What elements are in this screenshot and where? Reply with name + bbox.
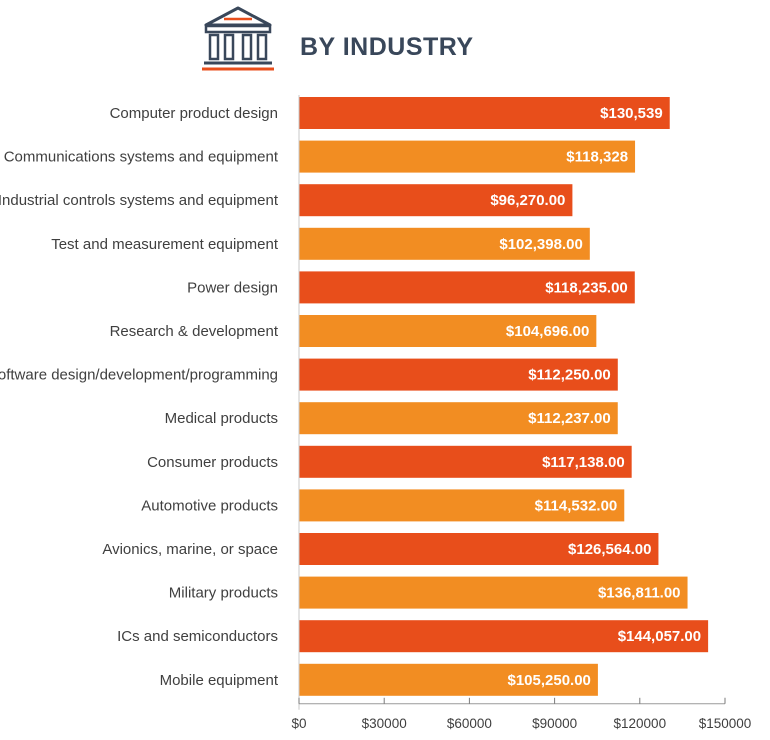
bar: [299, 620, 709, 653]
category-label: Consumer products: [147, 454, 278, 471]
category-label: Automotive products: [141, 497, 278, 514]
courthouse-icon: [202, 6, 274, 71]
category-label: Test and measurement equipment: [51, 236, 279, 253]
bar: [299, 489, 625, 522]
bar: [299, 576, 688, 609]
x-tick-label: $0: [291, 716, 306, 731]
category-label: Power design: [187, 279, 278, 296]
bar: [299, 184, 573, 217]
bar: [299, 533, 659, 565]
bar: [299, 140, 636, 173]
category-label: Avionics, marine, or space: [102, 541, 278, 558]
value-label: $96,270.00: [490, 192, 565, 209]
value-label: $114,532.00: [535, 497, 618, 514]
bar: [299, 271, 635, 304]
bar: [299, 97, 670, 129]
bar: [299, 315, 597, 347]
category-label: Research & development: [110, 323, 279, 340]
x-tick-label: $150000: [699, 716, 752, 731]
bar: [299, 227, 590, 260]
value-label: $117,138.00: [542, 454, 625, 471]
chart-header: BY INDUSTRY: [0, 0, 770, 80]
value-label: $126,564.00: [568, 541, 651, 558]
value-label: $136,811.00: [598, 585, 681, 602]
value-label: $130,539: [600, 105, 663, 122]
value-label: $105,250.00: [507, 672, 590, 689]
value-label: $102,398.00: [499, 236, 582, 253]
value-label: $118,235.00: [545, 279, 628, 296]
value-label: $144,057.00: [618, 628, 701, 645]
category-label: Military products: [169, 585, 278, 602]
category-label: Mobile equipment: [160, 672, 279, 689]
category-label: Communications systems and equipment: [4, 149, 279, 166]
bar: [299, 358, 618, 391]
chart-title: BY INDUSTRY: [300, 33, 474, 61]
value-label: $104,696.00: [506, 323, 589, 340]
bar: [299, 445, 632, 478]
category-label: Software design/development/programming: [0, 367, 278, 384]
bar: [299, 663, 598, 696]
category-label: Medical products: [165, 410, 278, 427]
category-label: Computer product design: [110, 105, 278, 122]
category-label: ICs and semiconductors: [117, 628, 278, 645]
category-label: Industrial controls systems and equipmen…: [0, 192, 279, 209]
x-tick-label: $30000: [362, 716, 407, 731]
x-tick-label: $120000: [614, 716, 667, 731]
value-label: $112,250.00: [528, 367, 611, 384]
x-tick-label: $90000: [532, 716, 577, 731]
value-label: $112,237.00: [528, 410, 611, 427]
value-label: $118,328: [566, 149, 628, 166]
x-tick-label: $60000: [447, 716, 492, 731]
bar: [299, 402, 618, 435]
